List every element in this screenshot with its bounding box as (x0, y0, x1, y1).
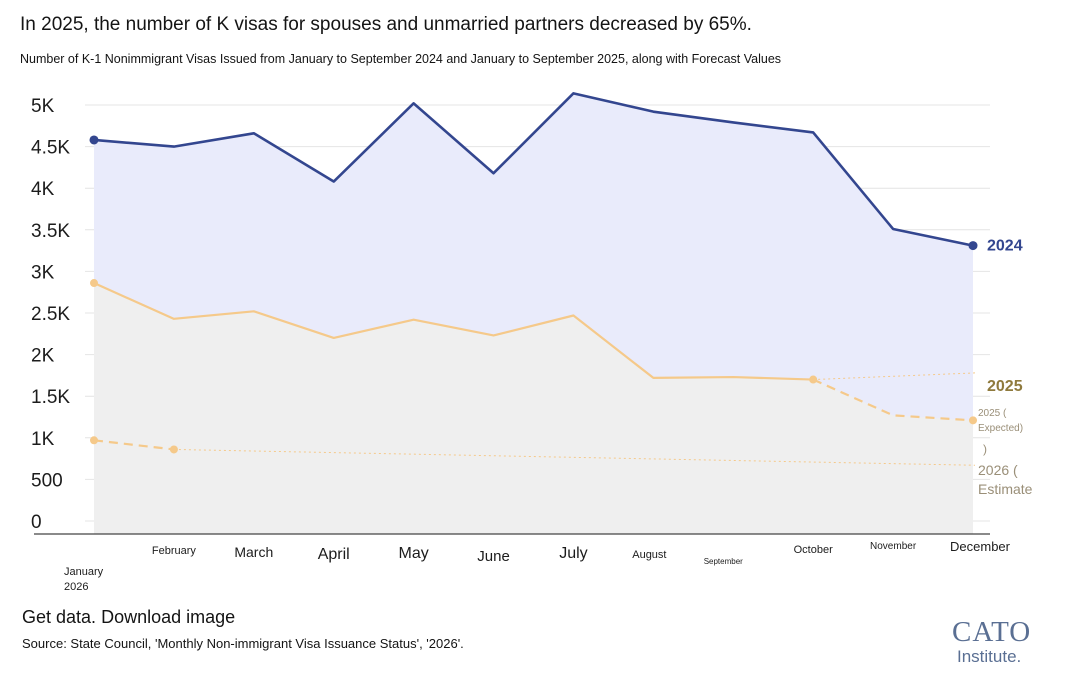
x-tick-label: August (632, 549, 666, 561)
line-chart: 0 500 1K 1.5K 2K 2.5K 3K 3.5K 4K 4.5K 5K 2024 2025 20… (31, 92, 1033, 590)
trend-line (813, 372, 976, 381)
y-tick-label: 3K (31, 262, 55, 283)
y-tick-label: 2.5K (31, 304, 70, 325)
y-tick-label: 5K (31, 96, 55, 117)
point-2025-october (809, 375, 818, 384)
link-separator: . (91, 607, 97, 627)
x-tick-label: December (950, 539, 1011, 554)
y-tick-label: 1.5K (31, 387, 70, 408)
x-tick-label: June (477, 548, 510, 565)
series-label-2025-expected: Expected) (978, 423, 1023, 434)
y-tick-label: 4K (31, 179, 55, 200)
series-2026-estimate-line (93, 439, 175, 451)
series-2025-line (93, 282, 814, 381)
series-label-2026-estimate: 2026 ( (978, 462, 1018, 478)
chart-subtitle: Number of K-1 Nonimmigrant Visas Issued … (20, 52, 782, 66)
x-tick-label: September (704, 557, 743, 566)
point-2025-expected-december (969, 416, 977, 425)
series-label-2024: 2024 (987, 238, 1023, 255)
x-tick-label: October (794, 544, 833, 556)
series-label-2025: 2025 (987, 378, 1023, 395)
cato-logo[interactable]: CATO Institute. (952, 617, 1042, 667)
x-tick-label: March (234, 544, 273, 560)
chart-headline: In 2025, the number of K visas for spous… (20, 14, 752, 35)
series-2025-expected-line (812, 378, 974, 422)
trend-line (173, 448, 976, 466)
footer-links: Get data. Download image (22, 607, 235, 628)
logo-wordmark: CATO (952, 616, 1032, 648)
series-2024-line (93, 92, 974, 247)
y-tick-label: 500 (31, 470, 63, 491)
series-label-2026-estimate: Estimate (978, 481, 1033, 497)
x-tick-label: 2026 (64, 581, 88, 590)
logo-subtitle: Institute. (957, 647, 1022, 666)
series-label-2025-expected: ) (983, 442, 987, 456)
point-2024-january (89, 135, 99, 145)
x-tick-label: May (399, 545, 429, 562)
x-tick-label: February (152, 545, 197, 557)
y-tick-label: 3.5K (31, 221, 70, 242)
get-data-link[interactable]: Get data (22, 607, 92, 627)
y-tick-label: 4.5K (31, 138, 70, 159)
y-tick-label: 1K (31, 429, 55, 450)
x-tick-label: November (870, 541, 917, 552)
point-2026-january (90, 436, 98, 445)
y-tick-label: 2K (31, 346, 55, 367)
y-tick-label: 0 (31, 512, 42, 533)
point-2025-january (90, 279, 98, 288)
series-label-2025-expected: 2025 ( (978, 408, 1007, 419)
x-tick-label: July (559, 545, 587, 562)
source-note: Source: State Council, 'Monthly Non-immi… (22, 636, 464, 651)
x-tick-label: January (64, 566, 104, 578)
point-2024-december (968, 241, 978, 251)
x-tick-label: April (318, 546, 350, 563)
download-image-link[interactable]: Download image (101, 607, 236, 627)
area-2025 (94, 283, 973, 534)
point-2026-february (169, 445, 178, 454)
